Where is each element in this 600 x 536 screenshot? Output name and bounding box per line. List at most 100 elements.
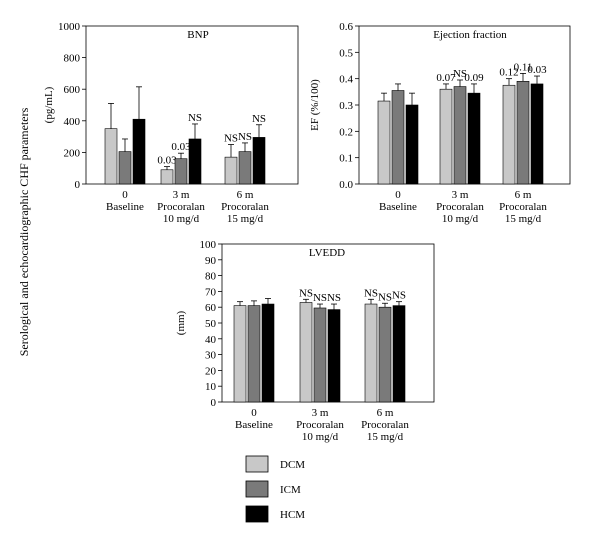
chart-title: BNP — [187, 29, 208, 41]
bar-hcm — [530, 83, 544, 185]
legend-label: HCM — [280, 509, 305, 521]
bar-hcm — [405, 104, 419, 185]
significance-label: 0.12 — [499, 67, 518, 79]
significance-label: NS — [327, 292, 341, 304]
y-tick-label: 100 — [200, 239, 217, 251]
x-tick-label: 3 m — [312, 407, 329, 419]
bar-icm — [453, 86, 467, 185]
y-tick-label: 0 — [211, 397, 217, 409]
legend-label: ICM — [280, 484, 301, 496]
legend-swatch-hcm — [245, 505, 269, 523]
legend-swatch-dcm — [245, 455, 269, 473]
significance-label: NS — [299, 287, 313, 299]
x-tick-label: Procoralan — [499, 201, 547, 213]
chart-panel-1: BNP(pg/mL)020040060080010000.03NS0.03NSN… — [43, 21, 299, 225]
x-tick-label: Procoralan — [361, 419, 409, 431]
x-tick-label: Baseline — [235, 419, 273, 431]
y-tick-label: 90 — [205, 255, 217, 267]
y-tick-label: 600 — [64, 84, 81, 96]
x-tick-label: 6 m — [237, 189, 254, 201]
bar-dcm — [104, 128, 118, 185]
x-tick-label: 10 mg/d — [302, 431, 339, 443]
significance-label: 0.03 — [527, 64, 547, 76]
x-tick-label: 3 m — [452, 189, 469, 201]
bar-dcm — [364, 303, 378, 403]
bar-icm — [247, 305, 261, 403]
x-tick-label: 6 m — [377, 407, 394, 419]
significance-label: 0.11 — [514, 61, 533, 73]
y-tick-label: 40 — [205, 334, 217, 346]
significance-label: 0.03 — [157, 155, 177, 167]
bar-dcm — [160, 169, 174, 185]
significance-label: NS — [313, 292, 327, 304]
bar-hcm — [188, 138, 202, 185]
legend-swatch-icm — [245, 480, 269, 498]
x-tick-label: 6 m — [515, 189, 532, 201]
significance-label: NS — [378, 291, 392, 303]
bar-icm — [313, 307, 327, 403]
y-axis-label: EF (%/100) — [309, 79, 321, 131]
significance-label: NS — [453, 68, 467, 80]
bar-hcm — [132, 118, 146, 185]
significance-label: NS — [364, 287, 378, 299]
y-tick-label: 0.5 — [339, 47, 353, 59]
significance-label: NS — [238, 131, 252, 143]
bar-hcm — [252, 137, 266, 185]
x-tick-label: 15 mg/d — [505, 213, 542, 225]
significance-label: NS — [252, 113, 266, 125]
chart-panel-2: Ejection fraction EF (%/100) 0.0 0.1 0.2 0.3 0… — [309, 21, 571, 225]
bar-icm — [118, 151, 132, 185]
bar-hcm — [327, 309, 341, 403]
y-tick-label: 200 — [64, 147, 81, 159]
chart-panels: BNP(pg/mL)020040060080010000.03NS0.03NSN… — [43, 21, 571, 443]
x-tick-label: 15 mg/d — [227, 213, 264, 225]
shared-y-axis-label: Serological and echocardiographic CHF pa… — [17, 107, 31, 356]
legend-label: DCM — [280, 459, 305, 471]
bar-dcm — [377, 100, 391, 185]
x-tick-label: 0 — [251, 407, 257, 419]
bar-dcm — [233, 305, 247, 403]
significance-label: NS — [188, 112, 202, 124]
bar-hcm — [392, 305, 406, 403]
significance-label: 0.07 — [436, 72, 456, 84]
y-tick-label: 0.2 — [339, 126, 353, 138]
y-tick-label: 50 — [205, 318, 217, 330]
bar-dcm — [224, 156, 238, 185]
x-tick-label: Procoralan — [157, 201, 205, 213]
x-tick-label: 10 mg/d — [163, 213, 200, 225]
bar-icm — [391, 90, 405, 185]
y-tick-label: 400 — [64, 116, 81, 128]
legend: DCM ICM HCM — [245, 455, 305, 523]
y-tick-label: 20 — [205, 365, 217, 377]
x-tick-label: 15 mg/d — [367, 431, 404, 443]
y-tick-label: 0.0 — [339, 179, 353, 191]
y-axis-label: (mm) — [175, 310, 187, 335]
chart-title: Ejection fraction — [433, 29, 507, 41]
bar-icm — [378, 306, 392, 403]
bar-hcm — [467, 92, 481, 185]
significance-label: NS — [392, 290, 406, 302]
y-tick-label: 0.4 — [339, 74, 353, 86]
bar-hcm — [261, 303, 275, 403]
y-tick-label: 10 — [205, 381, 217, 393]
x-tick-label: 10 mg/d — [442, 213, 479, 225]
chart-title: LVEDD — [309, 247, 345, 259]
x-tick-label: Procoralan — [436, 201, 484, 213]
y-tick-label: 1000 — [58, 21, 81, 33]
bar-dcm — [299, 302, 313, 403]
y-axis-label: (pg/mL) — [43, 86, 55, 123]
y-tick-label: 60 — [205, 302, 217, 314]
x-tick-label: 0 — [395, 189, 401, 201]
y-tick-label: 800 — [64, 53, 81, 65]
y-tick-label: 0.3 — [339, 100, 353, 112]
significance-label: 0.03 — [171, 141, 191, 153]
bar-icm — [174, 158, 188, 185]
x-tick-label: Procoralan — [296, 419, 344, 431]
bar-dcm — [439, 88, 453, 185]
y-tick-label: 0.6 — [339, 21, 353, 33]
significance-label: NS — [224, 133, 238, 145]
y-tick-label: 0.1 — [339, 153, 353, 165]
y-tick-label: 80 — [205, 271, 217, 283]
